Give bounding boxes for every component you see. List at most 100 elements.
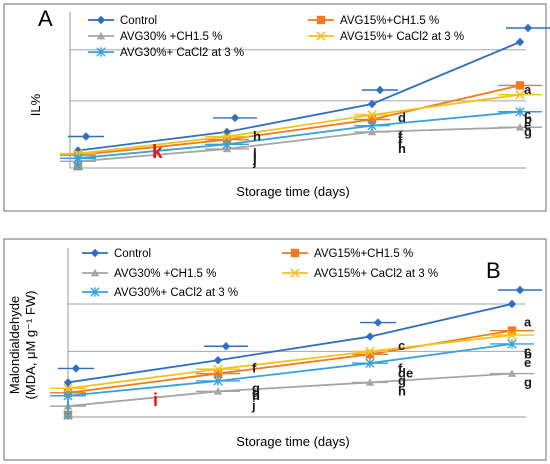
b-marker-3-3 — [365, 346, 375, 357]
a-letter-4-3: e — [524, 118, 531, 133]
b-letter-4-1: h — [252, 388, 260, 403]
b-letter-0-0: i — [153, 390, 158, 410]
a-marker-0-4 — [515, 37, 525, 47]
a-marker-0-1 — [73, 146, 83, 155]
panel-b-gridlines — [68, 303, 526, 352]
b-point-2-3 — [352, 378, 388, 386]
b-legend-item-4: AVG30%+ CaCl2 at 3 % — [82, 287, 238, 299]
panel-b: B Malondialdehyde (MDA, μM g⁻¹ FW) Stora… — [3, 238, 547, 461]
b-point-0-1 — [58, 364, 94, 387]
b-point-4-2 — [196, 376, 240, 386]
a-legend-item-0: Control — [88, 15, 157, 27]
panel-b-label: B — [486, 258, 501, 283]
panel-a-legend: Control AVG15%+CH1.5 % AVG30% +CH1.5 % AVG1… — [88, 15, 464, 59]
panel-b-frame — [3, 238, 547, 461]
b-letter-2-2: h — [398, 383, 406, 398]
b-legend-item-2: AVG30% +CH1.5 % — [82, 268, 216, 280]
b-marker-3-2 — [213, 364, 223, 374]
a-point-1-3 — [354, 115, 390, 124]
panel-b-legend: Control AVG15%+CH1.5 % AVG30% +CH1.5 % AVG1… — [82, 248, 438, 299]
a-legend-item-2: AVG30% +CH1.5 % — [88, 31, 222, 43]
b-legend-swatch-marker-3 — [290, 268, 300, 278]
b-letter-1-3: b — [524, 346, 532, 361]
b-point-0-4 — [498, 285, 542, 309]
b-marker-4-4 — [507, 339, 517, 349]
b-point-2-2 — [196, 387, 240, 395]
b-marker-2-2 — [213, 387, 223, 395]
a-marker-4-3 — [367, 121, 377, 131]
b-marker-2-3 — [365, 378, 375, 386]
b-point-1-3 — [352, 350, 388, 359]
a-legend-swatch-marker-1 — [316, 15, 326, 25]
b-point-4-4 — [490, 339, 534, 349]
panel-b-series — [50, 285, 542, 420]
a-legend-label-3: AVG15%+ CaCl2 at 3 % — [340, 31, 464, 43]
a-legend-swatch-marker-2 — [96, 31, 106, 40]
a-marker-3-2 — [222, 131, 232, 142]
b-errorbar-marker-0-1 — [71, 364, 81, 373]
b-point-1-2 — [196, 369, 240, 378]
b-letter-0-1: f — [252, 360, 257, 375]
b-errorbar-marker-0-4 — [515, 285, 525, 295]
b-marker-1-4 — [507, 326, 517, 335]
b-point-3-4 — [490, 330, 534, 340]
b-marker-3-1-stroke-2 — [63, 383, 73, 394]
b-legend-swatch-marker-0 — [90, 248, 100, 258]
a-legend-label-0: Control — [120, 15, 157, 27]
a-point-2-3 — [354, 127, 390, 136]
a-letter-1-3: b — [524, 112, 532, 127]
b-legend-item-3: AVG15%+ CaCl2 at 3 % — [282, 268, 438, 280]
panel-a-frame — [3, 3, 547, 212]
a-marker-3-4 — [515, 89, 525, 100]
b-point-4-1 — [50, 391, 86, 401]
a-marker-1-4 — [515, 81, 525, 90]
a-point-0-4 — [506, 23, 550, 47]
a-letter-3-1: i — [253, 146, 257, 161]
a-letter-0-0: k — [152, 142, 163, 163]
b-letter-2-1: j — [251, 398, 256, 413]
a-legend-item-3: AVG15%+ CaCl2 at 3 % — [308, 31, 464, 43]
a-marker-1-3 — [367, 115, 377, 124]
a-marker-4-2 — [222, 139, 232, 149]
b-letter-1-1: g — [252, 385, 260, 400]
b-series-line-3 — [67, 334, 513, 415]
a-letter-4-2: f — [398, 136, 403, 151]
panel-a-y-axis-label: IL% — [28, 93, 43, 116]
b-marker-0-2 — [213, 356, 223, 365]
b-marker-0-3 — [365, 332, 375, 341]
b-point-2-4 — [490, 369, 534, 377]
a-point-3-4 — [498, 89, 542, 100]
a-legend-swatch-marker-3 — [316, 31, 326, 41]
panel-a: A IL% Storage time (days) khdaifbjhgifcj… — [3, 3, 550, 212]
a-letter-0-3: a — [524, 82, 532, 97]
a-marker-0-2 — [222, 127, 232, 137]
a-legend-item-4: AVG30%+ CaCl2 at 3 % — [88, 47, 244, 59]
b-legend-label-4: AVG30%+ CaCl2 at 3 % — [114, 287, 238, 299]
a-legend-swatch-marker-0 — [96, 15, 106, 25]
panel-b-y-axis-label-line2: (MDA, μM g⁻¹ FW) — [23, 291, 38, 400]
b-point-3-2 — [196, 364, 240, 374]
b-marker-1-3 — [365, 350, 375, 359]
a-errorbar-marker-0-1 — [81, 132, 91, 141]
a-legend-swatch-marker-3-stroke-2 — [316, 31, 326, 41]
a-point-3-2 — [205, 131, 249, 142]
a-marker-3-3-stroke-2 — [367, 110, 377, 120]
a-letter-1-1: i — [253, 147, 257, 162]
panel-a-x-axis-label: Storage time (days) — [236, 184, 349, 199]
b-errorbar-marker-0-2 — [221, 342, 231, 351]
b-legend-label-0: Control — [114, 248, 151, 260]
b-legend-swatch-marker-4 — [90, 287, 100, 297]
a-point-3-3 — [354, 110, 390, 120]
b-letter-3-1: g — [252, 380, 260, 395]
a-point-4-4 — [498, 107, 542, 117]
b-letter-1-2: de — [398, 366, 413, 381]
a-letter-1-2: f — [398, 132, 403, 147]
b-errorbar-marker-0-3 — [373, 318, 383, 327]
b-marker-0-1 — [63, 378, 73, 387]
a-marker-3-3 — [367, 110, 377, 120]
b-legend-item-0: Control — [82, 248, 151, 260]
a-errorbar-marker-0-3 — [375, 85, 385, 95]
a-errorbar-marker-0-4 — [523, 23, 533, 33]
